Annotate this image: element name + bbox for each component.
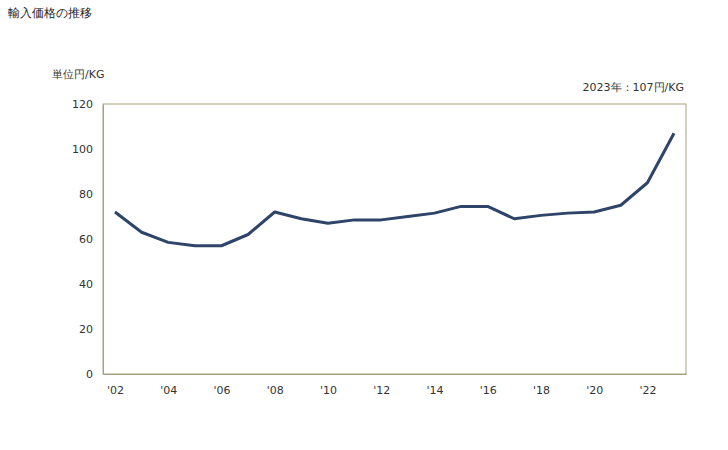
x-tick-label: '04 (160, 384, 177, 397)
x-tick-label: '02 (107, 384, 124, 397)
x-tick-label: '12 (373, 384, 390, 397)
x-axis-line (104, 374, 687, 375)
y-axis-line (103, 105, 104, 375)
y-tick: 100 (72, 143, 103, 156)
x-tick-label: '08 (267, 384, 284, 397)
y-tick: 80 (79, 188, 103, 201)
y-tick: 0 (86, 368, 103, 381)
y-tick: 120 (72, 98, 103, 111)
x-tick: '20 (586, 374, 603, 397)
x-tick: '10 (320, 374, 337, 397)
y-tick-label: 0 (86, 368, 93, 381)
x-tick: '04 (160, 374, 177, 397)
x-tick: '22 (639, 374, 656, 397)
y-tick: 20 (79, 323, 103, 336)
x-tick: '12 (373, 374, 390, 397)
x-tick-label: '18 (533, 384, 550, 397)
annotation: 2023年：107円/KG (583, 81, 684, 94)
x-tick: '18 (533, 374, 550, 397)
y-tick: 40 (79, 278, 103, 291)
x-tick-label: '10 (320, 384, 337, 397)
x-tick-label: '14 (426, 384, 443, 397)
x-tick-label: '20 (586, 384, 603, 397)
y-tick-label: 120 (72, 98, 93, 111)
y-tick-label: 20 (79, 323, 93, 336)
x-tick: '08 (267, 374, 284, 397)
x-tick-label: '06 (213, 384, 230, 397)
price-line (115, 133, 674, 246)
plot-area (115, 133, 674, 246)
x-tick: '14 (426, 374, 443, 397)
x-tick: '16 (480, 374, 497, 397)
y-axis-title: 単位円/KG (52, 68, 104, 81)
y-tick-label: 100 (72, 143, 93, 156)
y-axis: 0 20 40 60 80 100 120 (72, 98, 104, 381)
x-tick-label: '16 (480, 384, 497, 397)
x-tick: '06 (213, 374, 230, 397)
y-tick: 60 (79, 233, 103, 246)
title: 輸入価格の推移 (8, 6, 92, 20)
y-tick-label: 40 (79, 278, 93, 291)
y-tick-label: 80 (79, 188, 93, 201)
y-tick-label: 60 (79, 233, 93, 246)
x-tick-label: '22 (639, 384, 656, 397)
x-axis: '02 '04 '06 '08 '10 '12 '14 '16 '18 '20 '22 (104, 374, 687, 397)
plot-frame (103, 104, 686, 374)
chart: 輸入価格の推移単位円/KG 2023年：107円/KG 0 20 40 60 80 100 12… (0, 0, 728, 450)
x-tick: '02 (107, 374, 124, 397)
